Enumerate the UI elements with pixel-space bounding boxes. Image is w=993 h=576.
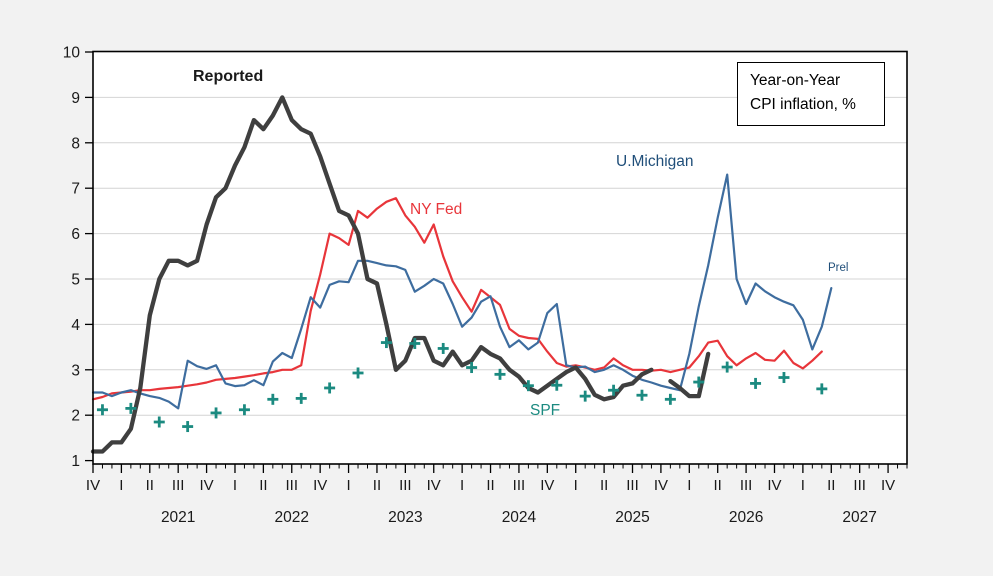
- legend-box: Year-on-Year CPI inflation, %: [737, 62, 885, 126]
- annotation-prel: Prel: [828, 262, 849, 274]
- svg-text:3: 3: [71, 362, 80, 379]
- svg-text:I: I: [346, 477, 350, 494]
- svg-text:I: I: [574, 477, 578, 494]
- svg-text:IV: IV: [199, 477, 213, 494]
- svg-text:2027: 2027: [842, 509, 876, 526]
- svg-text:I: I: [460, 477, 464, 494]
- x-axis-year-labels: 2021 2022 2023 2024 2025 2026 2027: [161, 509, 877, 526]
- svg-text:5: 5: [71, 272, 80, 289]
- svg-text:I: I: [801, 477, 805, 494]
- x-axis-ticks: [92, 464, 908, 473]
- svg-text:2: 2: [71, 408, 80, 425]
- svg-text:II: II: [373, 477, 381, 494]
- svg-text:2022: 2022: [275, 509, 309, 526]
- y-axis-labels: 1 2 3 4 5 6 7 8 9 10: [63, 45, 93, 470]
- svg-text:II: II: [600, 477, 608, 494]
- svg-text:2026: 2026: [729, 509, 763, 526]
- svg-text:IV: IV: [313, 477, 327, 494]
- legend-line-2: CPI inflation, %: [750, 96, 856, 113]
- legend-line-1: Year-on-Year: [750, 72, 841, 89]
- svg-text:III: III: [740, 477, 753, 494]
- svg-text:II: II: [827, 477, 835, 494]
- svg-text:I: I: [687, 477, 691, 494]
- svg-text:III: III: [286, 477, 299, 494]
- svg-text:6: 6: [71, 226, 80, 243]
- svg-text:2023: 2023: [388, 509, 422, 526]
- svg-text:III: III: [399, 477, 412, 494]
- svg-text:II: II: [259, 477, 267, 494]
- svg-text:III: III: [853, 477, 866, 494]
- svg-text:7: 7: [71, 181, 80, 198]
- svg-text:III: III: [626, 477, 639, 494]
- svg-text:8: 8: [71, 135, 80, 152]
- svg-text:I: I: [119, 477, 123, 494]
- svg-text:2025: 2025: [615, 509, 649, 526]
- series-reported-line: [90, 95, 654, 454]
- svg-text:IV: IV: [86, 477, 100, 494]
- series-nyfed-line: [91, 197, 823, 401]
- svg-text:IV: IV: [427, 477, 441, 494]
- svg-text:II: II: [714, 477, 722, 494]
- svg-text:III: III: [172, 477, 185, 494]
- svg-text:9: 9: [71, 90, 80, 107]
- svg-text:IV: IV: [540, 477, 554, 494]
- svg-text:1: 1: [71, 453, 80, 470]
- svg-text:II: II: [146, 477, 154, 494]
- svg-text:2021: 2021: [161, 509, 195, 526]
- svg-text:2024: 2024: [502, 509, 537, 526]
- series-label-reported: Reported: [193, 68, 264, 85]
- svg-text:IV: IV: [881, 477, 895, 494]
- series-label-ny-fed: NY Fed: [410, 201, 463, 218]
- series-spf-markers: [96, 337, 828, 433]
- svg-text:II: II: [486, 477, 494, 494]
- series-label-spf: SPF: [530, 402, 561, 419]
- series-label-u-michigan: U.Michigan: [616, 153, 694, 170]
- svg-text:10: 10: [63, 45, 81, 62]
- x-axis-quarter-labels: IV I II III IV I II III IV I II III IV I II III IV I II III…: [86, 477, 895, 494]
- svg-text:III: III: [513, 477, 526, 494]
- svg-text:I: I: [233, 477, 237, 494]
- svg-text:4: 4: [71, 317, 80, 334]
- svg-text:IV: IV: [654, 477, 668, 494]
- svg-text:IV: IV: [767, 477, 781, 494]
- series-umichigan-line: [91, 173, 833, 410]
